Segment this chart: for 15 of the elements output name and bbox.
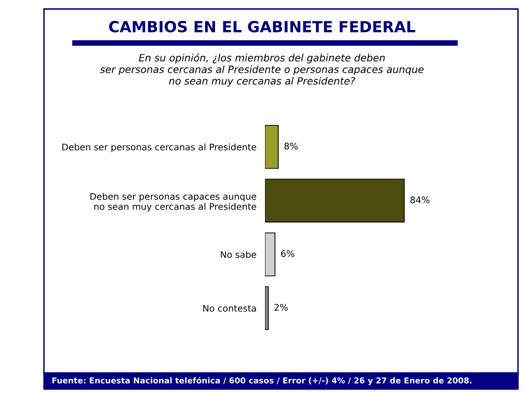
bar bbox=[265, 286, 269, 330]
source-note: Fuente: Encuesta Nacional telefónica / 600 casos / Error (+/-) 4% / 26 y 27 de Enero de 2008. bbox=[52, 376, 472, 386]
chart-subtitle: En su opinión, ¿los miembros del gabinete deben ser personas cercanas al Presidente o personas capaces aunque no sean muy cercanas al Presidente? bbox=[100, 53, 424, 87]
y-tick-label: No sabe bbox=[220, 250, 256, 258]
data-label: 8% bbox=[284, 142, 298, 150]
bar bbox=[265, 124, 279, 169]
data-label: 2% bbox=[274, 304, 288, 311]
bar bbox=[265, 178, 405, 223]
data-label: 84% bbox=[410, 196, 430, 204]
bar bbox=[265, 232, 276, 276]
chart-title: CAMBIOS EN EL GABINETE FEDERAL bbox=[109, 20, 416, 32]
data-label: 6% bbox=[281, 250, 294, 257]
y-tick-label: Deben ser personas capaces aunque no sean muy cercanas al Presidente bbox=[90, 192, 256, 212]
y-tick-label: Deben ser personas cercanas al Presidente bbox=[62, 143, 256, 152]
y-tick-label: No contesta bbox=[203, 304, 256, 312]
